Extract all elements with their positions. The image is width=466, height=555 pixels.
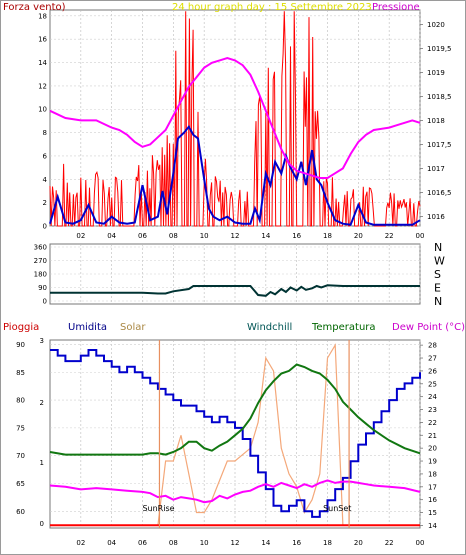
- x-tick-label: 10: [200, 232, 209, 240]
- direction-label: E: [434, 282, 441, 295]
- temperature-label: Temperatura: [311, 322, 376, 333]
- sunrise-label: SunRise: [142, 504, 174, 513]
- x-tick-label: 14: [261, 539, 270, 547]
- x-tick-label: 12: [231, 539, 240, 547]
- x-tick-label: 06: [138, 232, 147, 240]
- series-temperature: [49, 363, 421, 456]
- series-wind-direction: [50, 284, 420, 297]
- pressure-axis-title: Pressione: [372, 2, 420, 13]
- direction-label: W: [434, 255, 445, 268]
- x-tick-label: 22: [385, 539, 394, 547]
- x-tick-label: 04: [107, 232, 116, 240]
- y-left-tick-label: 65: [16, 480, 25, 488]
- y-right-tick-label: 1019,5: [427, 45, 452, 53]
- rain-tick-label: 1: [40, 459, 44, 467]
- chart-title: 24 hour graph day : 15 Settembre 2023: [172, 2, 372, 13]
- y-left-tick-label: 80: [16, 397, 25, 405]
- rain-tick-label: 0: [40, 520, 44, 528]
- y-right-tick-label: 1019: [427, 69, 445, 77]
- x-tick-label: 16: [292, 232, 301, 240]
- x-tick-label: 06: [138, 539, 147, 547]
- y-left-tick-label: 14: [38, 59, 47, 67]
- y-tick-label: 360: [34, 244, 47, 252]
- x-tick-label: 18: [323, 232, 332, 240]
- wind-axis-title: Forza vento): [3, 2, 66, 13]
- dewpoint-label: Dew Point (°C): [392, 322, 465, 333]
- y-right-tick-label: 1018,5: [427, 93, 452, 101]
- y-tick-label: 180: [34, 271, 47, 279]
- x-tick-label: 08: [169, 539, 178, 547]
- x-tick-label: 22: [385, 232, 394, 240]
- y-right-tick-label: 24: [428, 393, 437, 401]
- y-tick-label: 270: [34, 257, 47, 265]
- direction-label: N: [434, 295, 442, 308]
- y-right-tick-label: 1016: [427, 213, 445, 221]
- rain-tick-label: 2: [40, 399, 44, 407]
- y-left-tick-label: 60: [16, 508, 25, 516]
- y-right-tick-label: 18: [428, 470, 437, 478]
- y-right-tick-label: 14: [428, 522, 437, 530]
- x-tick-label: 14: [261, 232, 270, 240]
- x-tick-label: 08: [169, 232, 178, 240]
- y-right-tick-label: 17: [428, 483, 437, 491]
- x-tick-label: 18: [323, 539, 332, 547]
- x-tick-label: 04: [107, 539, 116, 547]
- direction-label: N: [434, 241, 442, 254]
- y-left-tick-label: 16: [38, 36, 47, 44]
- y-right-tick-label: 25: [428, 380, 437, 388]
- y-right-tick-label: 28: [428, 342, 437, 350]
- y-left-tick-label: 70: [16, 452, 25, 460]
- y-left-tick-label: 2: [43, 199, 47, 207]
- y-tick-label: 0: [43, 298, 47, 306]
- y-left-tick-label: 12: [38, 82, 47, 90]
- x-tick-label: 00: [416, 232, 425, 240]
- series-dewpoint: [49, 479, 421, 504]
- series-pressure: [49, 56, 421, 179]
- x-tick-label: 20: [354, 232, 363, 240]
- x-tick-label: 10: [200, 539, 209, 547]
- y-left-tick-label: 6: [43, 152, 48, 160]
- y-right-tick-label: 27: [428, 355, 437, 363]
- y-tick-label: 90: [38, 284, 47, 292]
- y-left-tick-label: 0: [43, 223, 47, 231]
- y-right-tick-label: 22: [428, 419, 437, 427]
- x-tick-label: 00: [416, 539, 425, 547]
- y-left-tick-label: 8: [43, 129, 47, 137]
- y-right-tick-label: 20: [428, 445, 437, 453]
- sunset-label: SunSet: [323, 504, 351, 513]
- direction-label: S: [434, 268, 441, 281]
- y-left-tick-label: 75: [16, 424, 25, 432]
- y-right-tick-label: 19: [428, 458, 437, 466]
- x-tick-label: 02: [76, 539, 85, 547]
- rain-tick-label: 3: [40, 337, 44, 345]
- y-right-tick-label: 1018: [427, 117, 445, 125]
- x-tick-label: 02: [76, 232, 85, 240]
- windchill-label: Windchill: [247, 322, 292, 333]
- x-tick-label: 16: [292, 539, 301, 547]
- series-wind-gust: [49, 125, 421, 226]
- y-left-tick-label: 4: [43, 176, 48, 184]
- y-right-tick-label: 26: [428, 367, 437, 375]
- y-right-tick-label: 15: [428, 509, 437, 517]
- humidity-label: Umidita: [68, 322, 107, 333]
- x-tick-label: 20: [354, 539, 363, 547]
- y-right-tick-label: 1020: [427, 21, 445, 29]
- chart-marks: 02 04 06 08 10 12 14 16 18 20 22 000246810121416181…: [16, 10, 452, 547]
- y-right-tick-label: 16: [428, 496, 437, 504]
- y-right-tick-label: 23: [428, 406, 437, 414]
- y-left-tick-label: 10: [38, 106, 47, 114]
- y-right-tick-label: 1016,5: [427, 189, 452, 197]
- y-left-tick-label: 85: [16, 369, 25, 377]
- y-left-tick-label: 90: [16, 341, 25, 349]
- y-left-tick-label: 18: [38, 12, 47, 20]
- x-tick-label: 12: [231, 232, 240, 240]
- rain-label: Pioggia: [3, 322, 39, 333]
- y-right-tick-label: 1017: [427, 165, 445, 173]
- y-right-tick-label: 21: [428, 432, 437, 440]
- y-right-tick-label: 1017,5: [427, 141, 452, 149]
- series-wind-speed: [49, 11, 421, 227]
- solar-label: Solar: [120, 322, 146, 333]
